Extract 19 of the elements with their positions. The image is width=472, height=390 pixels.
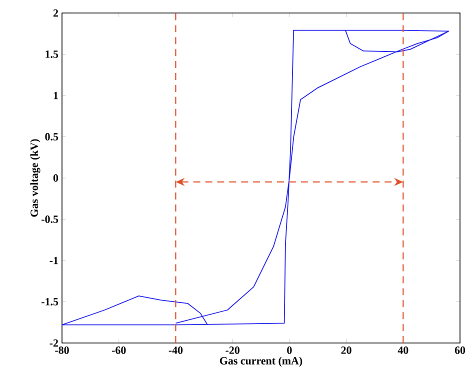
x-tick-label: -20: [226, 346, 240, 354]
y-tick-label: 0: [53, 174, 58, 182]
y-tick-label: 2: [53, 9, 58, 17]
x-tick-label: 0: [287, 346, 292, 354]
x-tick-label: 60: [454, 346, 466, 354]
x-tick-label: -40: [168, 346, 183, 354]
y-tick-label: 1: [54, 92, 58, 100]
y-tick-label: -1.5: [42, 298, 58, 306]
y-tick-label: -2: [50, 339, 58, 347]
y-tick-label: -0.5: [42, 216, 58, 223]
x-tick-label: 40: [398, 346, 408, 354]
y-tick-label: 0.5: [45, 133, 58, 140]
x-axis-title: Gas current (mA): [220, 356, 302, 367]
y-tick-label: -1: [50, 256, 58, 264]
y-tick-label: 1.5: [46, 50, 58, 58]
x-tick-label: -60: [112, 346, 126, 354]
x-tick-label: 20: [341, 346, 352, 354]
x-tick-label: -80: [55, 346, 69, 354]
y-axis-title: Gas voltage (kV): [30, 139, 40, 217]
